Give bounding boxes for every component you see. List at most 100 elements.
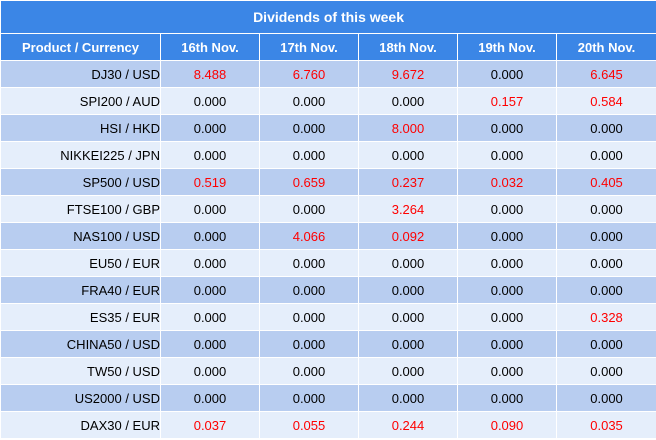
dividend-value-cell: 0.519 <box>160 168 260 196</box>
dividend-value-cell: 0.000 <box>259 357 359 385</box>
table-row: US2000 / USD 0.000 0.000 0.000 0.000 0.000 <box>0 384 656 412</box>
table-row: SPI200 / AUD 0.000 0.000 0.000 0.157 0.584 <box>0 87 656 115</box>
column-header-date: 16th Nov. <box>160 33 260 61</box>
dividend-value-cell: 0.405 <box>555 168 656 196</box>
dividend-value-cell: 9.672 <box>358 60 458 88</box>
table-row: FRA40 / EUR 0.000 0.000 0.000 0.000 0.000 <box>0 276 656 304</box>
product-cell: EU50 / EUR <box>0 249 161 277</box>
dividend-value-cell: 0.000 <box>160 222 260 250</box>
table-row: NAS100 / USD 0.000 4.066 0.092 0.000 0.000 <box>0 222 656 250</box>
dividend-value-cell: 0.000 <box>457 195 557 223</box>
product-cell: US2000 / USD <box>0 384 161 412</box>
dividend-value-cell: 0.000 <box>358 384 458 412</box>
dividend-value-cell: 0.000 <box>358 303 458 331</box>
dividend-value-cell: 0.000 <box>160 141 260 169</box>
dividend-value-cell: 0.000 <box>259 330 359 358</box>
table-row: EU50 / EUR 0.000 0.000 0.000 0.000 0.000 <box>0 249 656 277</box>
dividend-value-cell: 0.000 <box>259 195 359 223</box>
dividend-value-cell: 0.000 <box>358 87 458 115</box>
table-row: FTSE100 / GBP 0.000 0.000 3.264 0.000 0.000 <box>0 195 656 223</box>
dividend-value-cell: 0.000 <box>555 330 656 358</box>
dividend-value-cell: 0.000 <box>555 114 656 142</box>
dividend-value-cell: 0.000 <box>160 195 260 223</box>
dividend-value-cell: 0.000 <box>259 276 359 304</box>
header-row: Product / Currency 16th Nov. 17th Nov. 1… <box>0 33 656 61</box>
product-cell: ES35 / EUR <box>0 303 161 331</box>
table-row: HSI / HKD 0.000 0.000 8.000 0.000 0.000 <box>0 114 656 142</box>
product-cell: NAS100 / USD <box>0 222 161 250</box>
dividend-value-cell: 0.000 <box>160 357 260 385</box>
product-cell: SP500 / USD <box>0 168 161 196</box>
product-cell: FTSE100 / GBP <box>0 195 161 223</box>
dividend-value-cell: 0.000 <box>358 141 458 169</box>
table-row: NIKKEI225 / JPN 0.000 0.000 0.000 0.000 0.000 <box>0 141 656 169</box>
product-cell: CHINA50 / USD <box>0 330 161 358</box>
title-row: Dividends of this week <box>0 0 656 34</box>
dividend-value-cell: 0.032 <box>457 168 557 196</box>
dividend-value-cell: 0.000 <box>259 141 359 169</box>
dividend-value-cell: 0.000 <box>555 276 656 304</box>
column-header-date: 17th Nov. <box>259 33 359 61</box>
product-cell: SPI200 / AUD <box>0 87 161 115</box>
dividend-value-cell: 0.092 <box>358 222 458 250</box>
dividend-value-cell: 0.000 <box>358 249 458 277</box>
dividend-value-cell: 0.000 <box>555 195 656 223</box>
dividend-value-cell: 6.760 <box>259 60 359 88</box>
product-cell: HSI / HKD <box>0 114 161 142</box>
table-row: DJ30 / USD 8.488 6.760 9.672 0.000 6.645 <box>0 60 656 88</box>
dividend-value-cell: 0.000 <box>358 330 458 358</box>
dividend-value-cell: 0.000 <box>555 357 656 385</box>
product-cell: FRA40 / EUR <box>0 276 161 304</box>
dividend-value-cell: 0.244 <box>358 411 458 439</box>
dividend-value-cell: 0.000 <box>457 303 557 331</box>
dividend-value-cell: 0.000 <box>555 384 656 412</box>
dividend-value-cell: 0.000 <box>160 276 260 304</box>
dividend-value-cell: 0.000 <box>259 249 359 277</box>
dividend-value-cell: 0.000 <box>457 222 557 250</box>
table-body: DJ30 / USD 8.488 6.760 9.672 0.000 6.645 SPI20… <box>0 60 656 439</box>
product-cell: NIKKEI225 / JPN <box>0 141 161 169</box>
column-header-product: Product / Currency <box>0 33 161 61</box>
table-row: ES35 / EUR 0.000 0.000 0.000 0.000 0.328 <box>0 303 656 331</box>
dividend-value-cell: 3.264 <box>358 195 458 223</box>
dividend-value-cell: 0.000 <box>160 114 260 142</box>
column-header-date: 20th Nov. <box>555 33 656 61</box>
dividend-value-cell: 0.000 <box>457 141 557 169</box>
table-title: Dividends of this week <box>0 0 656 34</box>
dividend-value-cell: 0.000 <box>457 249 557 277</box>
dividend-value-cell: 0.000 <box>259 384 359 412</box>
dividend-value-cell: 0.000 <box>160 384 260 412</box>
dividend-value-cell: 8.000 <box>358 114 458 142</box>
dividend-value-cell: 0.000 <box>259 303 359 331</box>
dividend-value-cell: 0.090 <box>457 411 557 439</box>
product-cell: DJ30 / USD <box>0 60 161 88</box>
dividend-value-cell: 0.000 <box>259 87 359 115</box>
dividend-value-cell: 4.066 <box>259 222 359 250</box>
dividend-value-cell: 0.000 <box>457 60 557 88</box>
dividend-value-cell: 0.000 <box>160 87 260 115</box>
dividend-value-cell: 0.055 <box>259 411 359 439</box>
dividend-value-cell: 0.000 <box>259 114 359 142</box>
table-row: DAX30 / EUR 0.037 0.055 0.244 0.090 0.035 <box>0 411 656 439</box>
dividend-value-cell: 0.037 <box>160 411 260 439</box>
dividend-value-cell: 0.000 <box>160 303 260 331</box>
product-cell: DAX30 / EUR <box>0 411 161 439</box>
dividend-value-cell: 0.000 <box>358 276 458 304</box>
dividend-value-cell: 0.035 <box>555 411 656 439</box>
dividend-value-cell: 0.000 <box>555 222 656 250</box>
table-row: CHINA50 / USD 0.000 0.000 0.000 0.000 0.000 <box>0 330 656 358</box>
table-row: SP500 / USD 0.519 0.659 0.237 0.032 0.405 <box>0 168 656 196</box>
dividend-value-cell: 0.157 <box>457 87 557 115</box>
dividend-value-cell: 0.659 <box>259 168 359 196</box>
table-row: TW50 / USD 0.000 0.000 0.000 0.000 0.000 <box>0 357 656 385</box>
dividend-value-cell: 0.000 <box>457 114 557 142</box>
dividend-value-cell: 0.328 <box>555 303 656 331</box>
dividend-value-cell: 0.000 <box>160 330 260 358</box>
dividend-value-cell: 0.000 <box>457 330 557 358</box>
dividend-value-cell: 0.000 <box>555 249 656 277</box>
dividend-value-cell: 0.000 <box>457 384 557 412</box>
column-header-date: 18th Nov. <box>358 33 458 61</box>
column-header-date: 19th Nov. <box>457 33 557 61</box>
dividend-value-cell: 0.000 <box>457 357 557 385</box>
